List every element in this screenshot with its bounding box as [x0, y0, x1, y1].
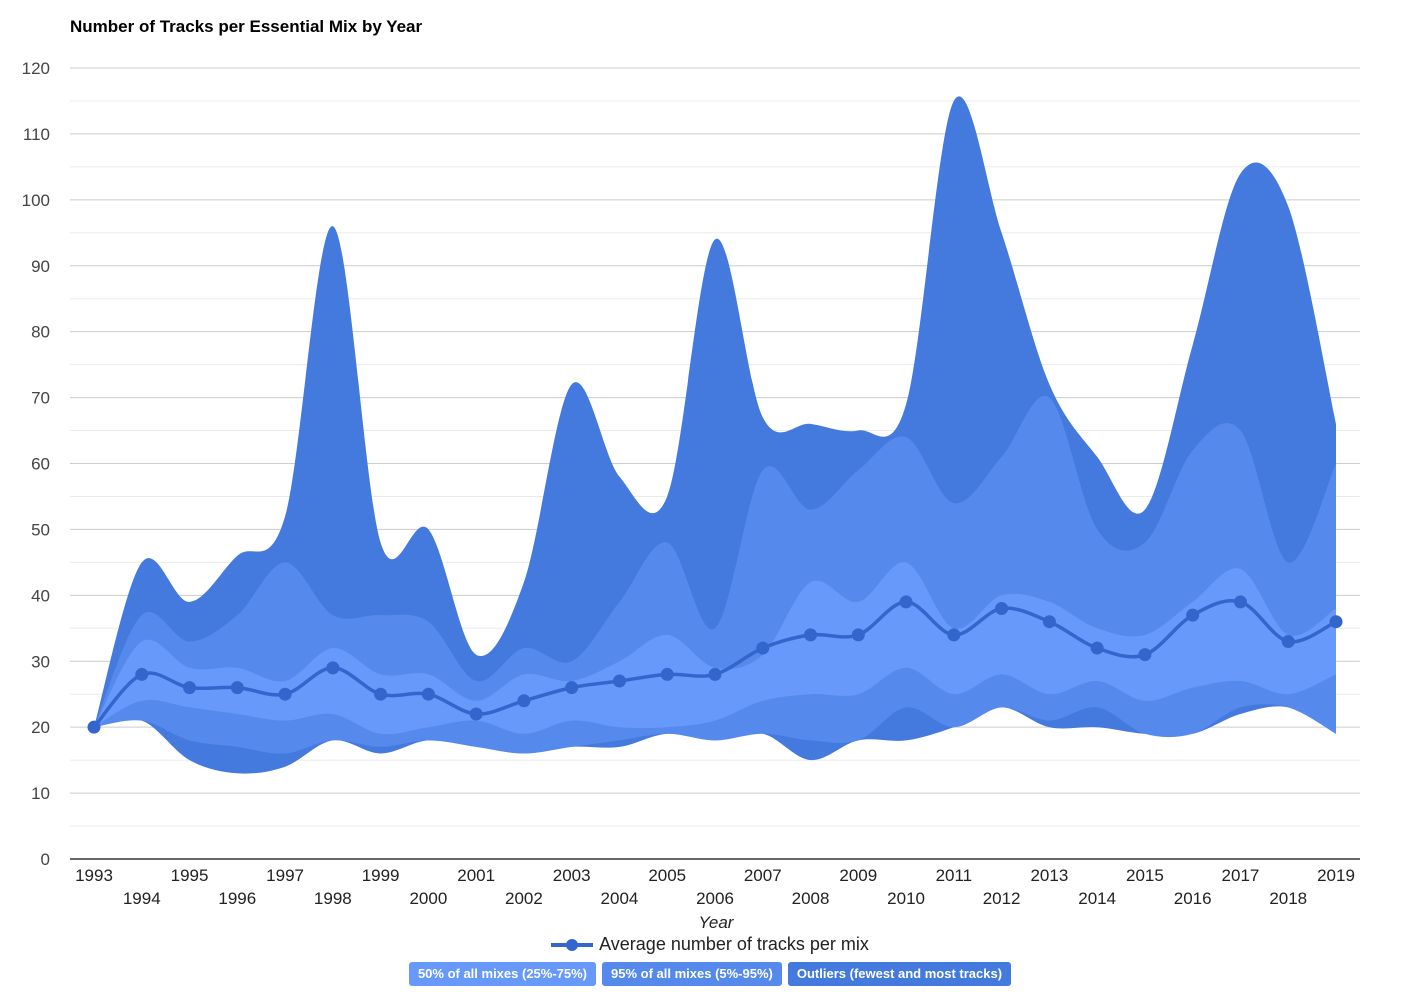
y-tick-label: 60 [31, 455, 50, 474]
average-point [517, 694, 531, 708]
x-tick-label: 2003 [553, 866, 591, 885]
x-tick-label: 2011 [936, 866, 973, 885]
x-tick-label: 2018 [1269, 889, 1307, 908]
average-point [1138, 648, 1152, 662]
average-point [326, 661, 340, 675]
plot-area: 0 10 20 30 40 50 60 70 80 90 100 110 120 1993 1994 1995… [22, 59, 1360, 930]
x-tick-label: 2016 [1174, 889, 1212, 908]
x-tick-label: 2008 [792, 889, 830, 908]
legend-badge-outliers[interactable]: Outliers (fewest and most tracks) [787, 962, 1012, 986]
y-tick-label: 0 [41, 850, 50, 869]
average-point [947, 628, 961, 642]
average-point [1329, 615, 1343, 629]
x-tick-label: 1998 [314, 889, 352, 908]
x-tick-label: 2017 [1222, 866, 1260, 885]
x-tick-label: 2010 [887, 889, 925, 908]
average-point [851, 628, 865, 642]
x-tick-label: 2014 [1078, 889, 1116, 908]
y-tick-label: 50 [31, 520, 50, 539]
x-tick-label: 1995 [171, 866, 209, 885]
x-tick-label: 2000 [409, 889, 447, 908]
average-point [230, 681, 244, 695]
x-tick-label: 2006 [696, 889, 734, 908]
legend-line[interactable]: Average number of tracks per mix [0, 934, 1420, 957]
average-point [1042, 615, 1056, 629]
average-point [804, 628, 818, 642]
axes: 0 10 20 30 40 50 60 70 80 90 100 110 120 1993 1994 1995… [22, 59, 1360, 930]
chart-title: Number of Tracks per Essential Mix by Ye… [70, 17, 423, 36]
x-tick-label: 2001 [457, 866, 495, 885]
legend-badge-50[interactable]: 50% of all mixes (25%-75%) [408, 962, 597, 986]
legend-badge-95[interactable]: 95% of all mixes (5%-95%) [602, 962, 782, 986]
legend-item-average[interactable]: Average number of tracks per mix [551, 934, 869, 955]
average-point [421, 687, 435, 701]
x-tick-label: 2005 [648, 866, 686, 885]
average-point [469, 707, 483, 721]
x-tick-label: 1993 [75, 866, 113, 885]
y-tick-label: 20 [31, 718, 50, 737]
bands [94, 96, 1336, 774]
x-tick-label: 1996 [218, 889, 256, 908]
legend-badges: 50% of all mixes (25%-75%) 95% of all mi… [0, 962, 1420, 986]
average-point [183, 681, 197, 695]
average-point [1233, 595, 1247, 609]
x-tick-label: 2012 [983, 889, 1021, 908]
x-tick-label: 1999 [362, 866, 400, 885]
average-point [708, 667, 722, 681]
y-tick-label: 70 [31, 389, 50, 408]
average-point [87, 720, 101, 734]
x-tick-label: 1997 [266, 866, 304, 885]
average-point [995, 602, 1009, 616]
y-tick-label: 10 [31, 784, 50, 803]
average-point [1281, 634, 1295, 648]
average-point [1090, 641, 1104, 655]
y-tick-label: 80 [31, 323, 50, 342]
average-point [612, 674, 626, 688]
x-axis-title: Year [699, 913, 735, 930]
average-point [756, 641, 770, 655]
x-tick-label: 2019 [1317, 866, 1355, 885]
y-tick-label: 110 [23, 125, 50, 144]
x-tick-label: 2002 [505, 889, 543, 908]
y-tick-label: 100 [22, 191, 50, 210]
legend-line-marker-icon [551, 938, 594, 951]
x-tick-label: 2009 [839, 866, 877, 885]
average-point [278, 687, 292, 701]
x-tick-label: 2007 [744, 866, 782, 885]
average-series [87, 595, 1343, 734]
band-2 [94, 562, 1336, 735]
y-tick-label: 40 [31, 586, 50, 605]
x-tick-label: 2004 [601, 889, 639, 908]
y-tick-label: 120 [22, 59, 50, 78]
average-point [1186, 608, 1200, 622]
legend-line-label: Average number of tracks per mix [599, 934, 869, 954]
average-point [135, 667, 149, 681]
average-point [899, 595, 913, 609]
average-point [660, 667, 674, 681]
y-tick-label: 30 [31, 652, 50, 671]
average-point [565, 681, 579, 695]
x-tick-label: 1994 [123, 889, 161, 908]
average-point [374, 687, 388, 701]
y-tick-label: 90 [31, 257, 50, 276]
x-tick-label: 2013 [1030, 866, 1068, 885]
x-tick-label: 2015 [1126, 866, 1164, 885]
